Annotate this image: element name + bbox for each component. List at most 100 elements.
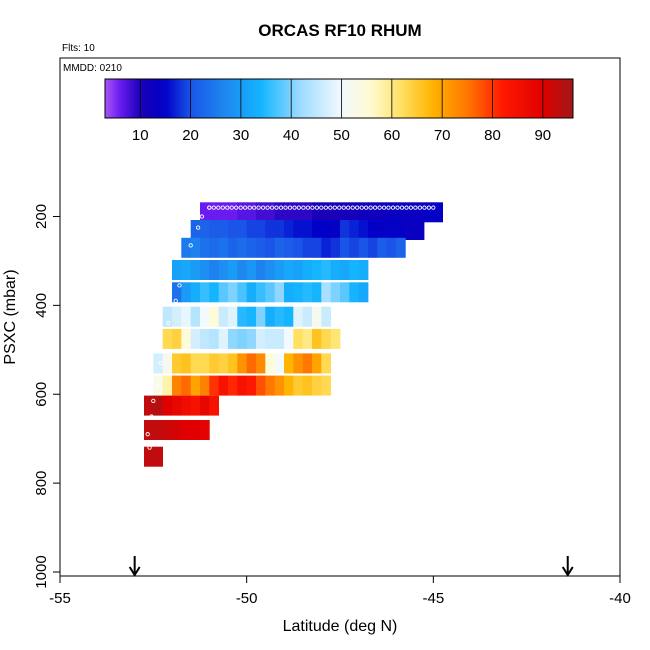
- arrow-head: [561, 566, 574, 577]
- track-point: [151, 398, 156, 404]
- heatmap-cell: [321, 202, 331, 223]
- track-point: [431, 205, 436, 210]
- track-point: [408, 205, 414, 210]
- heatmap-cell: [312, 220, 322, 240]
- heatmap-cell: [200, 282, 210, 303]
- heatmap-cell: [181, 420, 191, 440]
- heatmap-cell: [209, 328, 219, 349]
- heatmap-cell: [396, 237, 406, 258]
- heatmap-cell: [218, 328, 229, 349]
- heatmap-cell: [265, 282, 275, 303]
- heatmap-cell: [265, 202, 275, 223]
- heatmap-cell: [340, 282, 350, 303]
- heatmap-cell: [312, 282, 322, 303]
- track-point: [177, 283, 182, 288]
- track-point: [381, 205, 387, 210]
- heatmap-cell: [246, 375, 257, 396]
- colorbar-tick-label: 90: [534, 127, 551, 144]
- heatmap-cell: [181, 260, 191, 280]
- heatmap-cell: [246, 237, 257, 258]
- colorbar-tick-label: 40: [283, 127, 300, 144]
- heatmap-cell: [293, 353, 303, 374]
- heatmap-cell: [265, 260, 275, 280]
- track-point: [251, 205, 257, 210]
- heatmap-cell: [274, 353, 285, 374]
- heatmap-cell: [349, 220, 359, 240]
- track-point: [207, 205, 212, 210]
- heatmap-cell: [172, 306, 182, 327]
- heatmap-cell: [153, 375, 163, 396]
- track-point: [417, 205, 423, 210]
- heatmap-cell: [162, 395, 173, 416]
- heatmap-cell: [228, 237, 238, 258]
- heatmap-cell: [414, 202, 425, 223]
- heatmap-cell: [153, 353, 163, 374]
- heatmap-cell: [330, 220, 341, 240]
- heatmap-cell: [237, 306, 247, 327]
- track-point: [283, 205, 288, 210]
- heatmap-cell: [200, 237, 210, 258]
- x-axis-label: Latitude (deg N): [283, 618, 398, 635]
- colorbar-tick-label: 50: [333, 127, 350, 144]
- heatmap-cells: [144, 202, 443, 467]
- heatmap-cell: [265, 237, 275, 258]
- heatmap-cell: [200, 395, 210, 416]
- heatmap-cell: [405, 220, 415, 240]
- heatmap-cell: [302, 282, 313, 303]
- heatmap-cell: [293, 237, 303, 258]
- heatmap-cell: [349, 282, 359, 303]
- heatmap-cell: [190, 420, 201, 440]
- chart-title: ORCAS RF10 RHUM: [258, 21, 421, 40]
- heatmap-cell: [386, 202, 397, 223]
- heatmap-cell: [321, 306, 331, 327]
- heatmap-cell: [312, 306, 322, 327]
- track-point: [287, 205, 293, 210]
- heatmap-cell: [302, 202, 313, 223]
- heatmap-cell: [377, 237, 387, 258]
- heatmap-cell: [368, 220, 378, 240]
- x-tick-label: -45: [422, 590, 444, 607]
- heatmap-cell: [237, 260, 247, 280]
- colorbar: 10 20 30 40 50 60 70 80 90: [104, 78, 574, 144]
- heatmap-cell: [349, 260, 359, 280]
- track-point: [368, 205, 373, 210]
- heatmap-cell: [265, 375, 275, 396]
- heatmap-cell: [228, 260, 238, 280]
- heatmap-cell: [237, 328, 247, 349]
- heatmap-cell: [228, 375, 238, 396]
- heatmap-cell: [312, 353, 322, 374]
- heatmap-cell: [237, 282, 247, 303]
- heatmap-cell: [172, 375, 182, 396]
- heatmap-cell: [181, 395, 191, 416]
- heatmap-cell: [190, 328, 201, 349]
- heatmap-cell: [256, 306, 266, 327]
- colorbar-ticks: 10 20 30 40 50 60 70 80 90: [132, 79, 551, 144]
- heatmap-cell: [200, 353, 210, 374]
- heatmap-cell: [293, 282, 303, 303]
- heatmap-cell: [200, 375, 210, 396]
- heatmap-cell: [190, 306, 201, 327]
- heatmap-cell: [256, 353, 266, 374]
- heatmap-cell: [237, 375, 247, 396]
- heatmap-cell: [321, 260, 331, 280]
- heatmap-cell: [265, 353, 275, 374]
- heatmap-cell: [274, 282, 285, 303]
- heatmap-cell: [284, 202, 294, 223]
- heatmap-cell: [228, 202, 238, 223]
- heatmap-cell: [218, 202, 229, 223]
- heatmap-cell: [256, 202, 266, 223]
- heatmap-cell: [256, 375, 266, 396]
- heatmap-cell: [237, 202, 247, 223]
- heatmap-cell: [181, 328, 191, 349]
- heatmap-cell: [293, 328, 303, 349]
- track-point: [238, 205, 243, 210]
- heatmap-cell: [162, 328, 173, 349]
- heatmap-cell: [358, 282, 369, 303]
- heatmap-cell: [321, 237, 331, 258]
- heatmap-cell: [433, 202, 443, 223]
- track-point: [341, 205, 346, 210]
- plot-frame: [59, 57, 621, 577]
- track-point: [319, 205, 324, 210]
- track-point: [377, 205, 382, 210]
- track-point: [390, 205, 396, 210]
